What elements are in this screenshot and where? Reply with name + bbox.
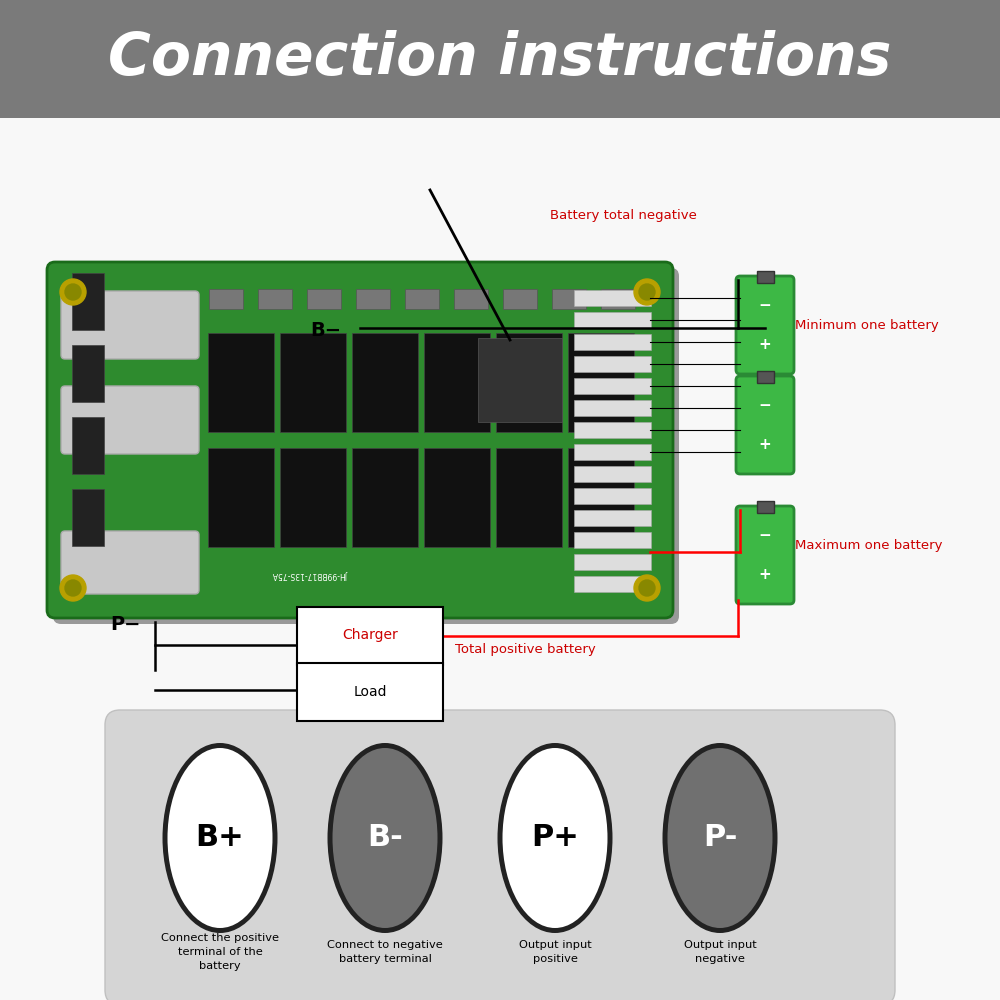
FancyBboxPatch shape [757, 501, 774, 513]
Text: B−: B− [310, 320, 341, 340]
FancyBboxPatch shape [478, 338, 562, 422]
Ellipse shape [328, 743, 442, 933]
FancyBboxPatch shape [574, 422, 651, 438]
Circle shape [634, 279, 660, 305]
Text: Output input
negative: Output input negative [684, 940, 756, 964]
FancyBboxPatch shape [574, 488, 651, 504]
FancyBboxPatch shape [280, 448, 346, 547]
Ellipse shape [503, 748, 608, 928]
FancyBboxPatch shape [574, 466, 651, 482]
Text: B-: B- [367, 824, 403, 852]
FancyBboxPatch shape [574, 334, 651, 350]
Ellipse shape [332, 748, 438, 928]
Text: Minimum one battery: Minimum one battery [795, 318, 939, 332]
FancyBboxPatch shape [297, 607, 443, 665]
Text: −: − [759, 298, 771, 313]
FancyBboxPatch shape [61, 291, 199, 359]
Text: JH-99BB17-13S-75A: JH-99BB17-13S-75A [274, 570, 349, 578]
FancyBboxPatch shape [424, 448, 490, 547]
Ellipse shape [163, 743, 278, 933]
FancyBboxPatch shape [574, 400, 651, 416]
Text: Connect to negative
battery terminal: Connect to negative battery terminal [327, 940, 443, 964]
FancyBboxPatch shape [574, 532, 651, 548]
FancyBboxPatch shape [209, 289, 243, 309]
Circle shape [639, 284, 655, 300]
FancyBboxPatch shape [757, 371, 774, 383]
Text: P−: P− [110, 615, 140, 635]
Circle shape [634, 575, 660, 601]
Circle shape [60, 279, 86, 305]
FancyBboxPatch shape [574, 290, 651, 306]
FancyBboxPatch shape [424, 333, 490, 432]
FancyBboxPatch shape [47, 262, 673, 618]
FancyBboxPatch shape [574, 554, 651, 570]
FancyBboxPatch shape [352, 448, 418, 547]
FancyBboxPatch shape [258, 289, 292, 309]
FancyBboxPatch shape [574, 312, 651, 328]
Text: +: + [759, 567, 771, 582]
FancyBboxPatch shape [72, 345, 104, 402]
FancyBboxPatch shape [208, 333, 274, 432]
FancyBboxPatch shape [61, 386, 199, 454]
Text: Output input
positive: Output input positive [519, 940, 591, 964]
FancyBboxPatch shape [496, 448, 562, 547]
Text: P-: P- [703, 824, 737, 852]
FancyBboxPatch shape [574, 510, 651, 526]
Text: B+: B+ [196, 824, 244, 852]
FancyBboxPatch shape [297, 663, 443, 721]
FancyBboxPatch shape [72, 273, 104, 330]
FancyBboxPatch shape [496, 333, 562, 432]
FancyBboxPatch shape [574, 444, 651, 460]
Ellipse shape [668, 748, 772, 928]
FancyBboxPatch shape [307, 289, 341, 309]
FancyBboxPatch shape [552, 289, 586, 309]
FancyBboxPatch shape [356, 289, 390, 309]
Text: P+: P+ [531, 824, 579, 852]
FancyBboxPatch shape [72, 417, 104, 474]
Text: Load: Load [353, 685, 387, 699]
Text: −: − [759, 398, 771, 413]
Text: Battery total negative: Battery total negative [550, 209, 697, 222]
FancyBboxPatch shape [0, 0, 1000, 118]
Ellipse shape [498, 743, 612, 933]
FancyBboxPatch shape [601, 289, 635, 309]
Circle shape [60, 575, 86, 601]
Circle shape [65, 580, 81, 596]
FancyBboxPatch shape [72, 489, 104, 546]
Text: Charger: Charger [342, 629, 398, 643]
Text: +: + [759, 437, 771, 452]
FancyBboxPatch shape [574, 576, 651, 592]
Text: +: + [759, 337, 771, 352]
FancyBboxPatch shape [736, 506, 794, 604]
Ellipse shape [168, 748, 272, 928]
FancyBboxPatch shape [503, 289, 537, 309]
Circle shape [639, 580, 655, 596]
FancyBboxPatch shape [568, 333, 634, 432]
FancyBboxPatch shape [208, 448, 274, 547]
FancyBboxPatch shape [0, 118, 1000, 1000]
FancyBboxPatch shape [574, 356, 651, 372]
FancyBboxPatch shape [454, 289, 488, 309]
FancyBboxPatch shape [568, 448, 634, 547]
FancyBboxPatch shape [53, 268, 679, 624]
Text: Total positive battery: Total positive battery [455, 644, 596, 656]
Ellipse shape [662, 743, 778, 933]
Text: −: − [759, 528, 771, 543]
Text: Maximum one battery: Maximum one battery [795, 538, 942, 552]
FancyBboxPatch shape [405, 289, 439, 309]
FancyBboxPatch shape [757, 271, 774, 283]
FancyBboxPatch shape [105, 710, 895, 1000]
FancyBboxPatch shape [736, 376, 794, 474]
Text: Connection instructions: Connection instructions [108, 30, 892, 88]
FancyBboxPatch shape [574, 378, 651, 394]
FancyBboxPatch shape [61, 531, 199, 594]
Circle shape [65, 284, 81, 300]
FancyBboxPatch shape [280, 333, 346, 432]
FancyBboxPatch shape [736, 276, 794, 374]
FancyBboxPatch shape [352, 333, 418, 432]
Text: Connect the positive
terminal of the
battery: Connect the positive terminal of the bat… [161, 933, 279, 971]
